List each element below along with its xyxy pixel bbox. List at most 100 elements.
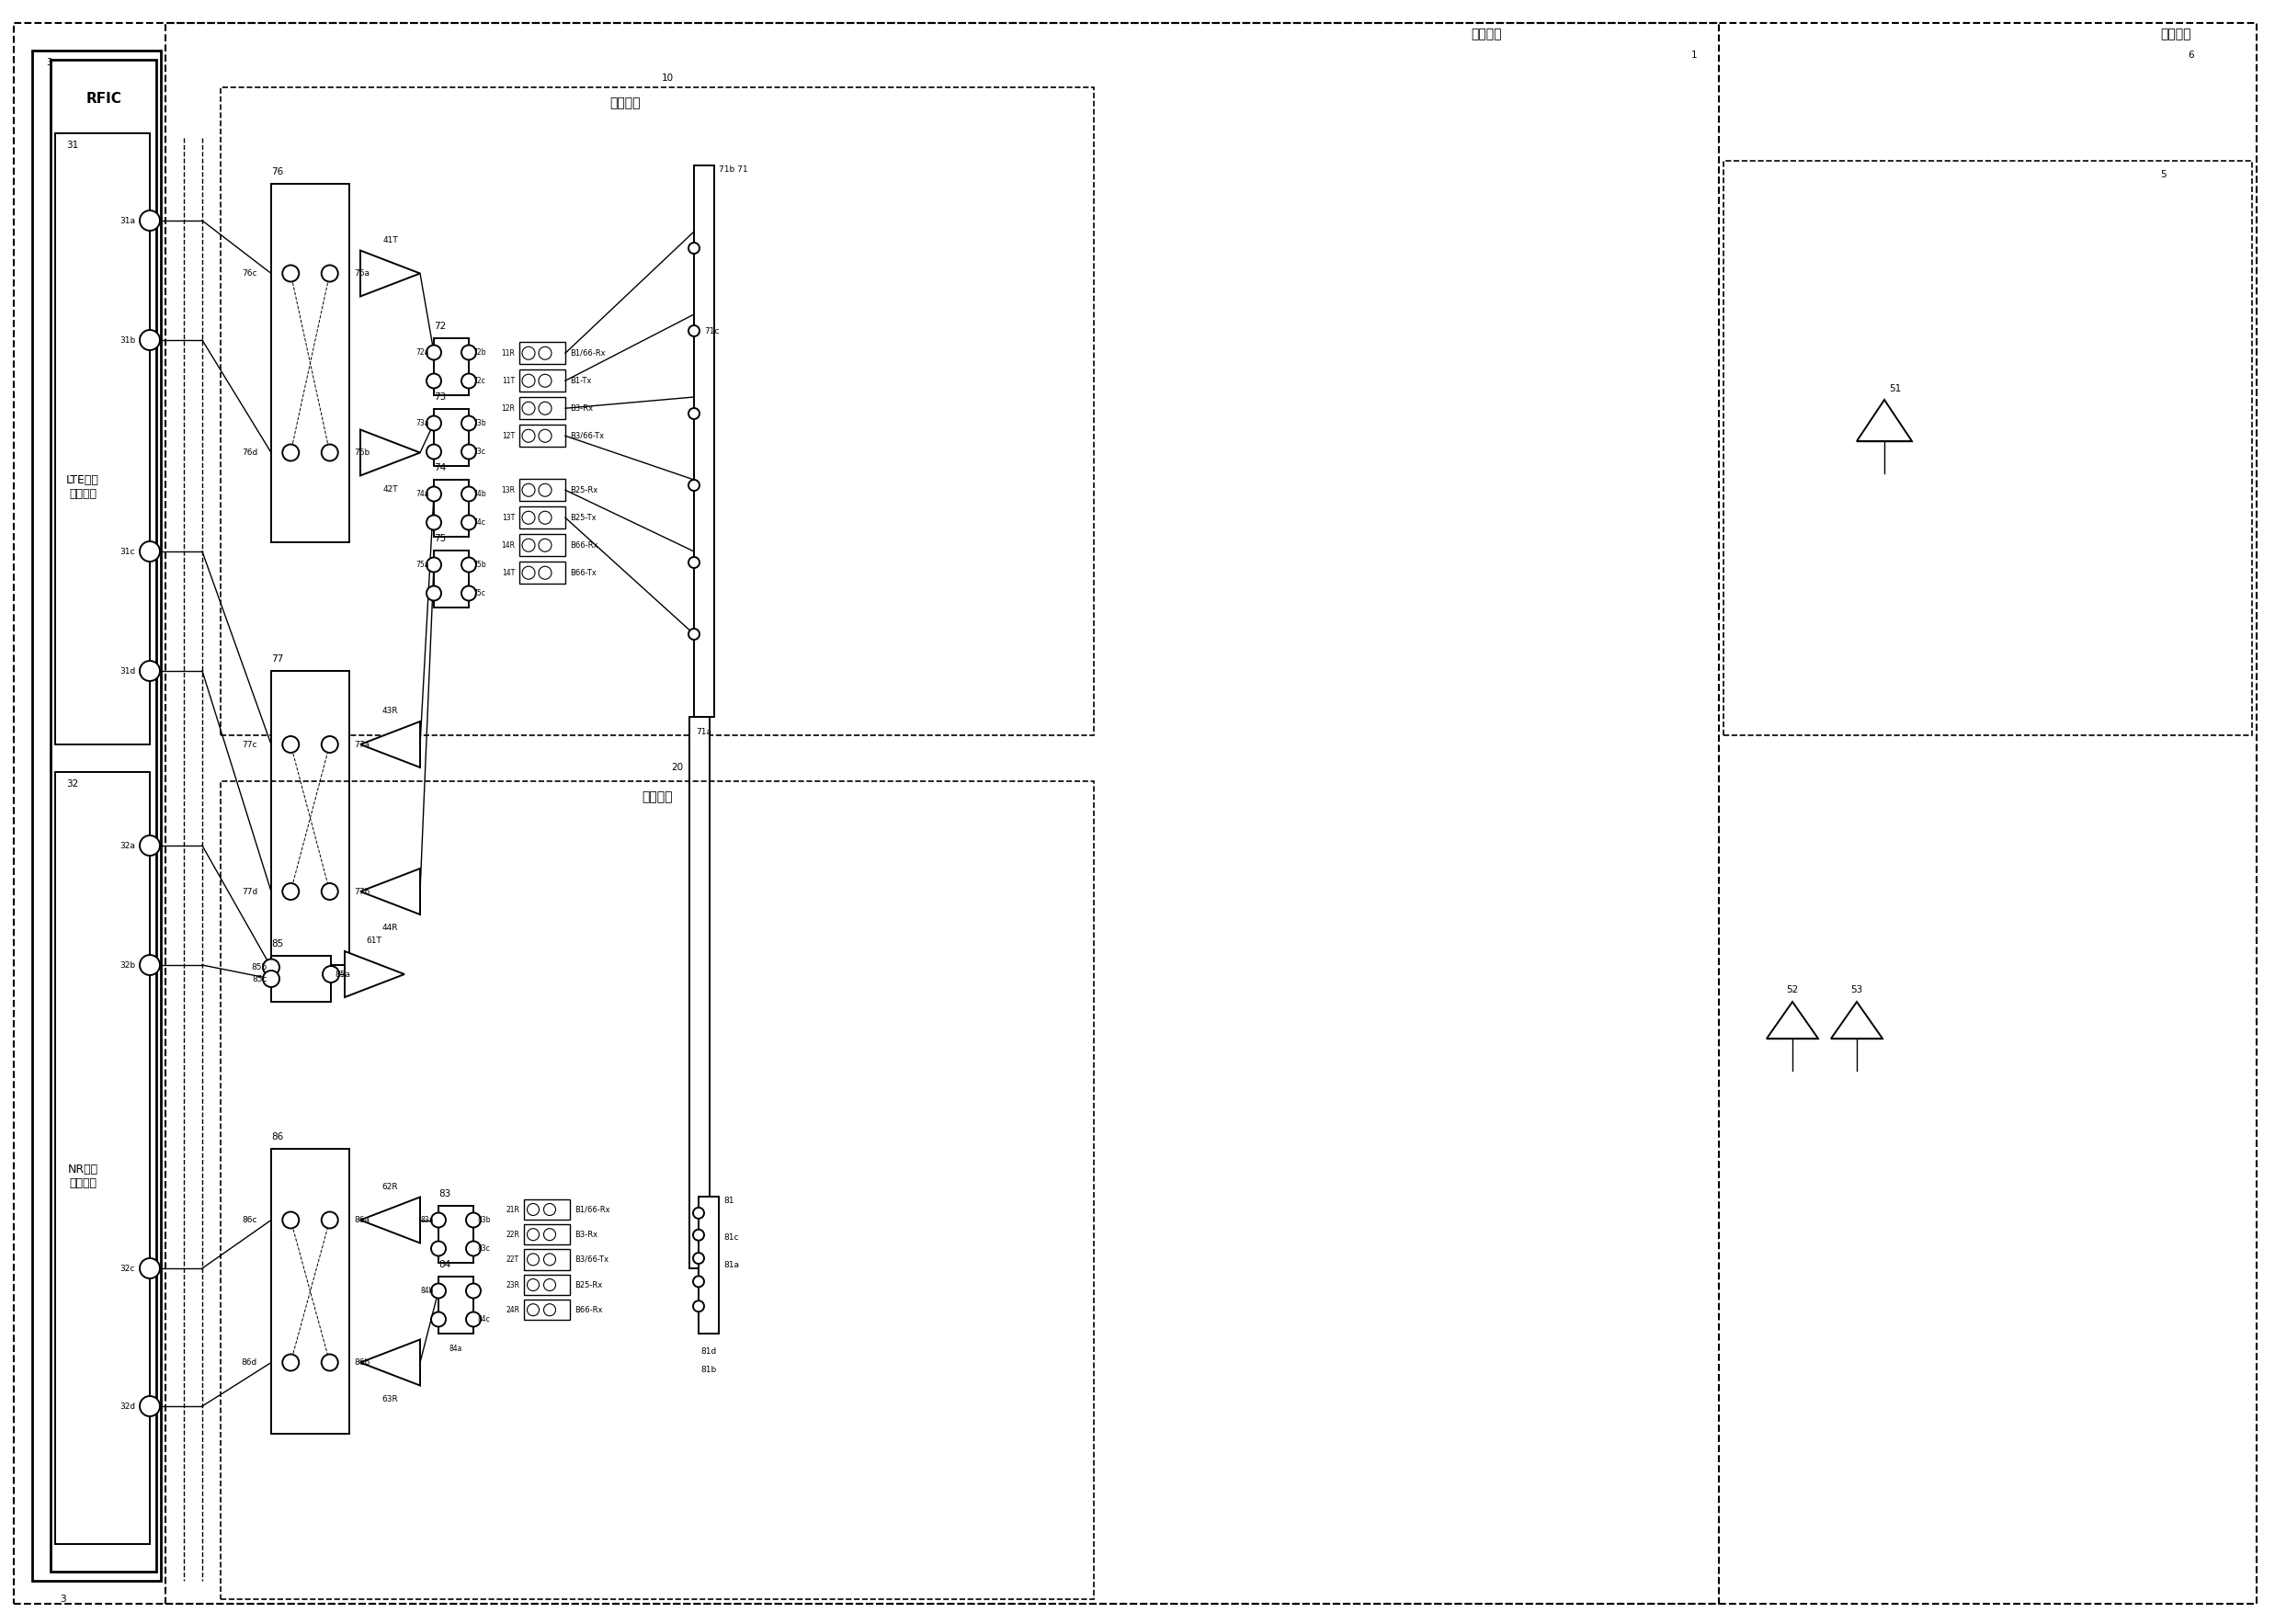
Circle shape (689, 479, 698, 490)
Text: 71c: 71c (703, 326, 719, 335)
Text: B1/66-Rx: B1/66-Rx (576, 1205, 610, 1213)
Circle shape (462, 487, 475, 502)
Text: 1: 1 (1690, 50, 1697, 60)
Text: 72a: 72a (416, 348, 430, 357)
Circle shape (466, 1241, 480, 1255)
Text: 3: 3 (46, 58, 52, 67)
Text: B25-Rx: B25-Rx (571, 486, 598, 494)
Text: 81d: 81d (701, 1348, 717, 1356)
Circle shape (689, 628, 698, 640)
Bar (523, 1299, 571, 1320)
Circle shape (139, 211, 159, 231)
Text: 32: 32 (66, 780, 77, 789)
Text: 31b: 31b (121, 336, 134, 344)
Circle shape (321, 883, 339, 900)
Polygon shape (359, 430, 421, 476)
Bar (523, 1224, 571, 1244)
Text: 77b: 77b (355, 887, 371, 895)
Text: 76: 76 (271, 167, 284, 177)
Text: 5: 5 (2159, 171, 2166, 179)
Bar (523, 1249, 571, 1270)
Bar (1724, 161, 2252, 736)
Circle shape (282, 1354, 298, 1371)
Bar (435, 479, 469, 538)
Bar (519, 343, 564, 364)
Circle shape (462, 346, 475, 361)
Bar (221, 781, 1094, 1600)
Text: 83c: 83c (478, 1244, 489, 1252)
Text: 42T: 42T (382, 486, 398, 494)
Bar (519, 534, 564, 555)
Circle shape (462, 445, 475, 460)
Text: B3/66-Tx: B3/66-Tx (576, 1255, 610, 1263)
Text: 75b: 75b (473, 560, 487, 568)
Circle shape (282, 265, 298, 281)
Polygon shape (359, 250, 421, 297)
Circle shape (321, 1212, 339, 1228)
Text: 86: 86 (271, 1132, 284, 1142)
Bar (271, 1148, 350, 1434)
Text: 81b: 81b (701, 1366, 717, 1374)
Bar (519, 507, 564, 528)
Text: 11T: 11T (503, 377, 514, 385)
Bar (271, 671, 350, 965)
Circle shape (462, 557, 475, 572)
Circle shape (321, 265, 339, 281)
Polygon shape (359, 1197, 421, 1242)
Polygon shape (1856, 400, 1911, 442)
Text: 73a: 73a (416, 419, 430, 427)
Circle shape (430, 1312, 446, 1327)
Circle shape (264, 960, 280, 976)
Text: 32c: 32c (121, 1263, 134, 1273)
Bar (32, 50, 162, 1580)
Circle shape (139, 661, 159, 680)
Bar (523, 1275, 571, 1296)
Circle shape (462, 374, 475, 388)
Text: 传输电路: 传输电路 (642, 791, 673, 804)
Text: 22T: 22T (507, 1255, 519, 1263)
Bar (689, 716, 710, 1268)
Bar (439, 1276, 473, 1333)
Text: 31: 31 (66, 141, 77, 149)
Text: 86b: 86b (355, 1358, 371, 1367)
Text: 86a: 86a (355, 1216, 369, 1224)
Text: RFIC: RFIC (86, 93, 123, 106)
Bar (694, 166, 714, 716)
Circle shape (139, 541, 159, 562)
Circle shape (282, 883, 298, 900)
Text: 72c: 72c (473, 377, 485, 385)
Circle shape (282, 445, 298, 461)
Circle shape (689, 408, 698, 419)
Text: 84: 84 (439, 1260, 450, 1270)
Text: 41T: 41T (382, 235, 398, 244)
Circle shape (462, 515, 475, 529)
Polygon shape (359, 721, 421, 768)
Bar (435, 551, 469, 607)
Text: 86d: 86d (241, 1358, 257, 1367)
Circle shape (689, 325, 698, 336)
Circle shape (430, 1283, 446, 1298)
Circle shape (264, 971, 280, 987)
Bar (519, 425, 564, 447)
Text: 32d: 32d (121, 1402, 134, 1410)
Bar (50, 60, 157, 1572)
Text: B66-Tx: B66-Tx (571, 568, 596, 577)
Bar (698, 1197, 719, 1333)
Text: 76a: 76a (355, 270, 369, 278)
Bar (435, 409, 469, 466)
Text: 77c: 77c (241, 741, 257, 749)
Text: 84c: 84c (478, 1315, 489, 1324)
Text: B3-Rx: B3-Rx (571, 404, 594, 412)
Circle shape (139, 955, 159, 974)
Text: B3-Rx: B3-Rx (576, 1231, 598, 1239)
Text: 31a: 31a (121, 216, 134, 224)
Circle shape (321, 1354, 339, 1371)
Polygon shape (1831, 1002, 1881, 1039)
Text: 71b 71: 71b 71 (719, 166, 748, 174)
Text: B66-Rx: B66-Rx (571, 541, 598, 549)
Text: B3/66-Tx: B3/66-Tx (571, 432, 605, 440)
Text: 75c: 75c (473, 590, 485, 598)
Text: 31d: 31d (121, 667, 134, 676)
Text: 74c: 74c (473, 518, 485, 526)
Text: 72: 72 (435, 322, 446, 331)
